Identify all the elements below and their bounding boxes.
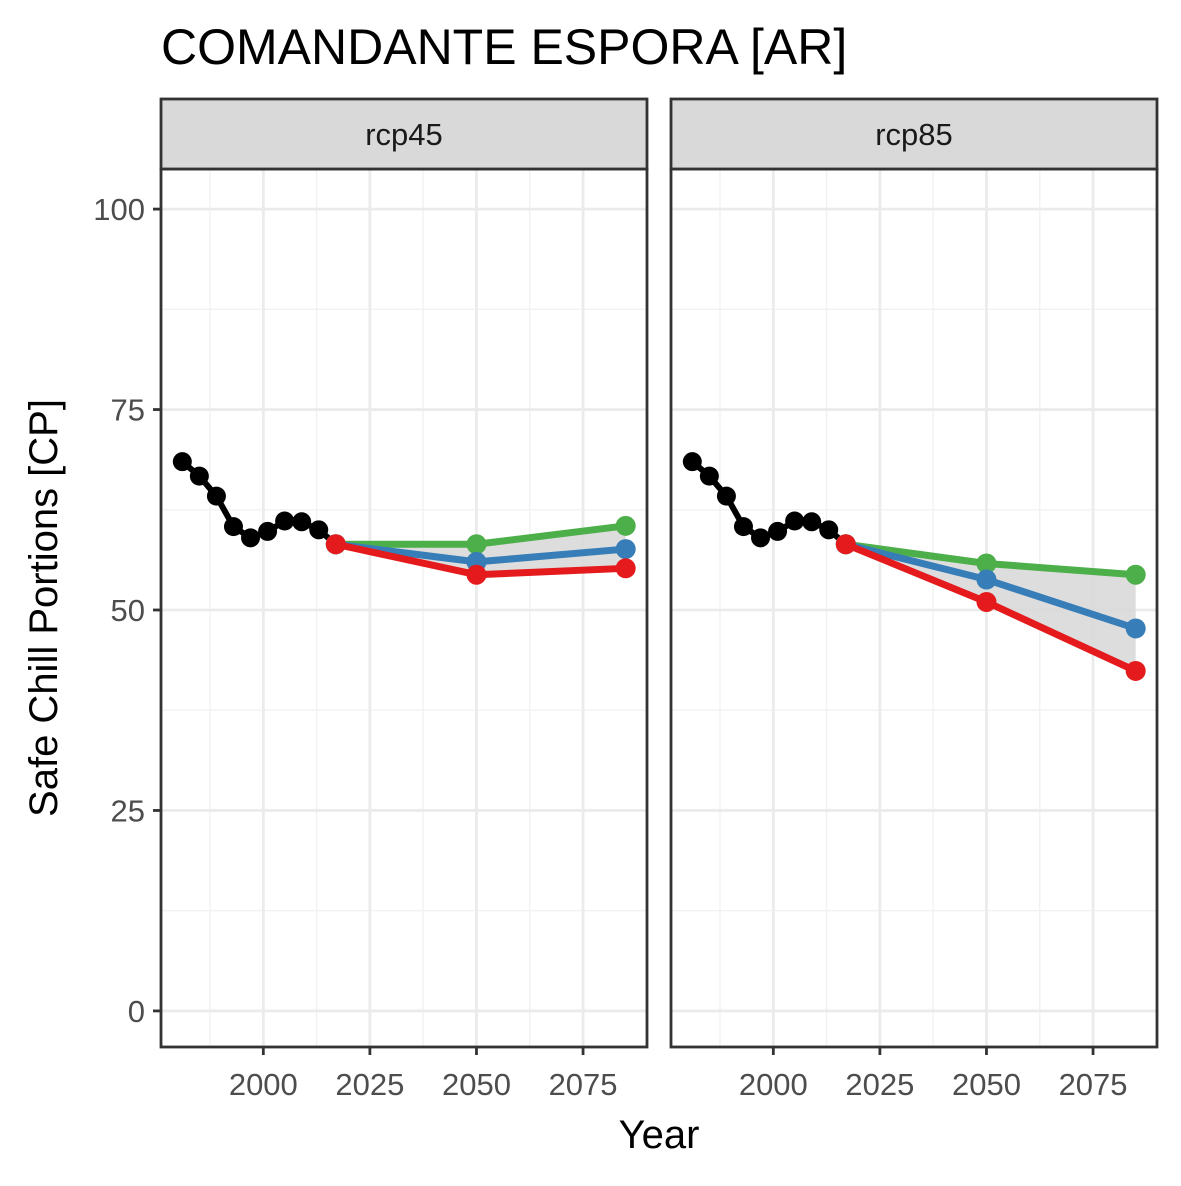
- scenario-point-red: [976, 591, 997, 612]
- historic-point: [716, 486, 736, 506]
- x-tick-label: 2025: [335, 1067, 404, 1102]
- historic-point: [682, 452, 702, 472]
- historic-point: [751, 528, 771, 548]
- y-tick-label: 50: [111, 593, 145, 628]
- scenario-point-blue: [615, 539, 636, 560]
- panels: rcp45 2000 2025 2050 2075 0 25 50 75 100 rcp85 2000…: [93, 97, 1159, 1102]
- scenario-point-red: [325, 534, 346, 555]
- scenario-point-green: [1125, 564, 1146, 585]
- scenario-point-green: [615, 515, 636, 536]
- historic-point: [733, 517, 753, 537]
- historic-point: [768, 521, 788, 541]
- scenario-point-green: [976, 553, 997, 574]
- historic-point: [189, 466, 209, 486]
- historic-point: [699, 466, 719, 486]
- historic-point: [206, 486, 226, 506]
- historic-point: [309, 520, 329, 540]
- historic-point: [172, 452, 192, 472]
- facet-strip: [669, 97, 1159, 171]
- panel-rcp45: rcp45 2000 2025 2050 2075 0 25 50 75 100: [93, 97, 649, 1102]
- y-tick-label: 25: [111, 793, 145, 828]
- x-tick-label: 2075: [1059, 1067, 1128, 1102]
- scenario-point-blue: [1125, 618, 1146, 639]
- x-tick-label: 2000: [229, 1067, 298, 1102]
- facet-strip-label: rcp45: [365, 117, 443, 152]
- scenario-point-blue: [976, 569, 997, 590]
- historic-point: [223, 517, 243, 537]
- historic-point: [785, 511, 805, 531]
- x-tick-label: 2050: [952, 1067, 1021, 1102]
- x-tick-label: 2025: [845, 1067, 914, 1102]
- panel-background: [161, 169, 647, 1047]
- x-tick-label: 2000: [739, 1067, 808, 1102]
- scenario-point-red: [466, 564, 487, 585]
- facet-strip-label: rcp85: [875, 117, 953, 152]
- uncertainty-ribbon: [845, 544, 1136, 671]
- x-tick-label: 2050: [442, 1067, 511, 1102]
- historic-point: [802, 512, 822, 532]
- scenario-point-red: [615, 558, 636, 579]
- scenario-point-green: [466, 534, 487, 555]
- historic-point: [241, 528, 261, 548]
- chart-title: COMANDANTE ESPORA [AR]: [161, 19, 847, 75]
- x-axis-title: Year: [619, 1113, 700, 1157]
- historic-point: [819, 520, 839, 540]
- y-tick-label: 75: [111, 393, 145, 428]
- historic-point: [275, 511, 295, 531]
- y-tick-label: 100: [93, 192, 145, 227]
- y-axis-title: Safe Chill Portions [CP]: [22, 399, 66, 817]
- x-tick-label: 2075: [549, 1067, 618, 1102]
- scenario-point-red: [835, 534, 856, 555]
- facet-strip: [159, 97, 649, 171]
- historic-point: [292, 512, 312, 532]
- scenario-point-red: [1125, 660, 1146, 681]
- panel-rcp85: rcp85 2000 2025 2050 2075: [669, 97, 1159, 1102]
- y-tick-label: 0: [128, 994, 145, 1029]
- historic-point: [258, 521, 278, 541]
